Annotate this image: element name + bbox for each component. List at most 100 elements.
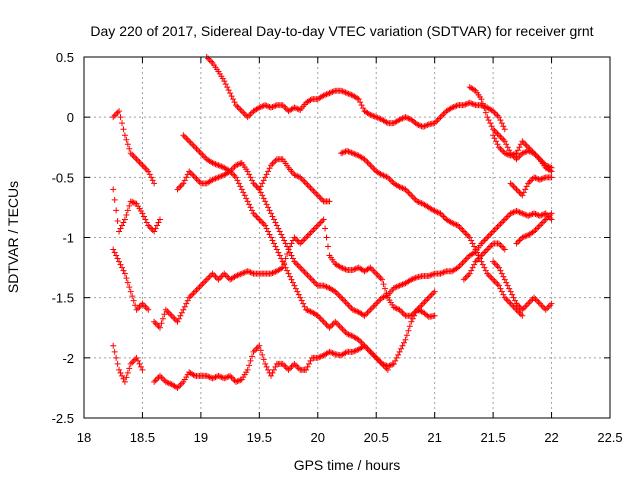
- data-point: [495, 114, 502, 121]
- data-point-interp: [246, 171, 253, 178]
- data-point: [349, 266, 356, 273]
- data-point: [466, 99, 473, 106]
- data-point: [431, 208, 438, 215]
- data-point-interp: [440, 269, 447, 276]
- data-point-interp: [341, 265, 348, 272]
- data-point-interp: [272, 219, 279, 226]
- data-point-interp: [341, 149, 348, 156]
- data-point: [320, 92, 327, 99]
- data-point-interp: [281, 261, 288, 268]
- data-point: [326, 348, 333, 355]
- data-point-interp: [246, 362, 253, 369]
- data-point-interp: [494, 141, 501, 148]
- data-point-interp: [323, 91, 330, 98]
- data-point: [116, 366, 123, 373]
- data-point-interp: [230, 96, 237, 103]
- data-point-interp: [129, 293, 136, 300]
- data-point-interp: [249, 207, 256, 214]
- data-point-interp: [260, 195, 267, 202]
- data-point-interp: [381, 293, 388, 300]
- data-point: [256, 104, 263, 111]
- data-point: [268, 270, 275, 277]
- data-point-interp: [358, 102, 365, 109]
- data-point: [121, 270, 128, 277]
- data-point: [145, 306, 152, 313]
- data-point: [232, 174, 239, 181]
- data-point-interp: [183, 174, 190, 181]
- data-point: [349, 306, 356, 313]
- data-point-interp: [237, 377, 244, 384]
- data-point-interp: [126, 284, 133, 291]
- data-point-interp: [522, 233, 529, 240]
- data-point-interp: [346, 331, 353, 338]
- data-point-interp: [222, 81, 229, 88]
- data-point-interp: [263, 201, 270, 208]
- data-point-interp: [412, 274, 419, 281]
- data-point-interp: [123, 136, 130, 143]
- data-point-interp: [275, 225, 282, 232]
- data-point-interp: [113, 354, 120, 361]
- data-point-interp: [117, 261, 124, 268]
- data-point-interp: [265, 103, 272, 110]
- data-point-interp: [329, 350, 336, 357]
- data-point-interp: [498, 288, 505, 295]
- data-point-interp: [123, 275, 130, 282]
- data-point-interp: [345, 148, 352, 155]
- data-point-interp: [392, 284, 399, 291]
- data-point-interp: [216, 173, 223, 180]
- data-point-interp: [346, 91, 353, 98]
- data-point-interp: [269, 269, 276, 276]
- data-point: [396, 183, 403, 190]
- data-point: [379, 171, 386, 178]
- data-point: [244, 198, 251, 205]
- data-point-interp: [380, 172, 387, 179]
- data-point: [349, 348, 356, 355]
- data-point-interp: [400, 339, 407, 346]
- data-point: [285, 246, 292, 253]
- data-point: [548, 216, 555, 223]
- data-point-interp: [514, 147, 521, 154]
- data-point-interp: [374, 114, 381, 121]
- data-point: [116, 228, 123, 235]
- data-point-interp: [322, 225, 329, 232]
- data-point-interp: [284, 243, 291, 250]
- data-point-interp: [118, 120, 125, 127]
- data-point-interp: [137, 363, 144, 370]
- data-point-interp: [325, 90, 332, 97]
- data-point-interp: [430, 271, 437, 278]
- data-point: [116, 108, 123, 115]
- data-point: [396, 116, 403, 123]
- data-point-interp: [406, 323, 413, 330]
- data-point-interp: [387, 362, 394, 369]
- data-point-interp: [183, 300, 190, 307]
- data-point: [215, 372, 222, 379]
- data-point-interp: [257, 347, 264, 354]
- data-point-interp: [117, 225, 124, 232]
- data-point-interp: [322, 91, 329, 98]
- data-point-interp: [339, 88, 346, 95]
- data-point: [279, 234, 286, 241]
- x-tick-label: 22: [544, 430, 558, 445]
- data-point: [466, 234, 473, 241]
- data-point-interp: [263, 102, 270, 109]
- data-point-interp: [352, 307, 359, 314]
- data-point-interp: [482, 109, 489, 116]
- data-point-interp: [380, 294, 387, 301]
- data-point-interp: [269, 103, 276, 110]
- data-point-interp: [259, 103, 266, 110]
- data-point-interp: [266, 207, 273, 214]
- data-point-interp: [462, 101, 469, 108]
- data-point: [355, 96, 362, 103]
- series-track-i: [203, 54, 508, 133]
- data-point-interp: [386, 362, 393, 369]
- data-point-interp: [235, 161, 242, 168]
- data-point-interp: [383, 119, 390, 126]
- data-point-interp: [520, 211, 527, 218]
- data-point: [262, 174, 269, 181]
- data-point: [303, 306, 310, 313]
- data-point-interp: [325, 243, 332, 250]
- y-tick-label: -1.5: [52, 291, 74, 306]
- data-point-interp: [523, 183, 530, 190]
- data-point: [519, 210, 526, 217]
- data-point: [262, 360, 269, 367]
